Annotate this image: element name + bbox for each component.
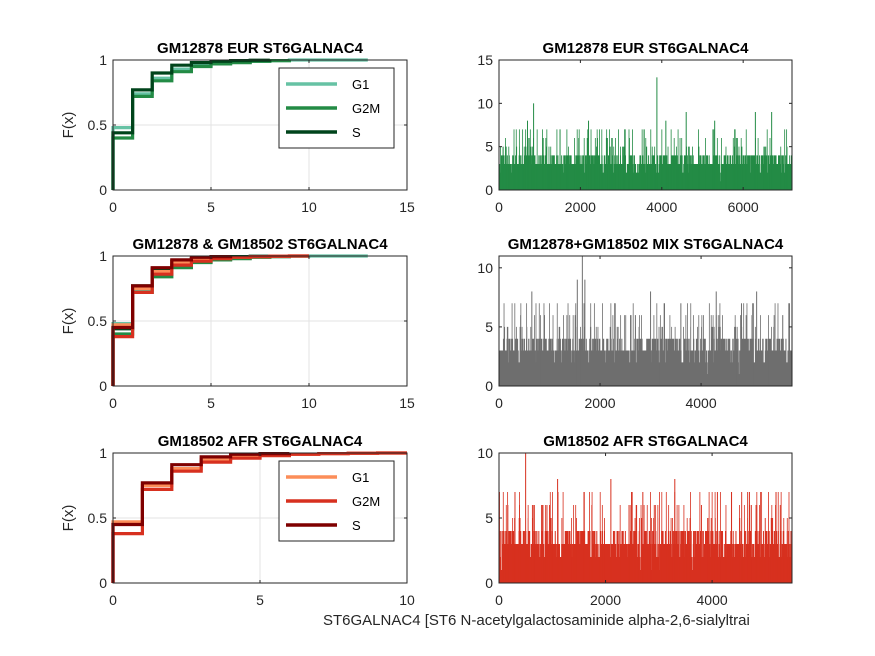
x-tick-label: 6000 — [728, 199, 759, 215]
legend: G1 G2M S — [278, 67, 395, 149]
y-tick-label: 1 — [99, 445, 107, 461]
y-axis-label: F(x) — [60, 308, 77, 335]
y-tick-label: 5 — [485, 319, 493, 335]
x-tick-label: 2000 — [584, 395, 615, 411]
legend-label-g2m: G2M — [352, 494, 380, 509]
y-tick-label: 0 — [485, 575, 493, 591]
ecdf-series-s — [111, 58, 272, 190]
y-tick-label: 1 — [99, 248, 107, 264]
legend-label-g2m: G2M — [352, 101, 380, 116]
x-tick-label: 5 — [207, 199, 215, 215]
legend-label-g1: G1 — [352, 77, 369, 92]
x-tick-label: 10 — [301, 395, 317, 411]
y-tick-label: 5 — [485, 510, 493, 526]
chart-4: 0 2000 4000 0 5 10 GM12878+GM18502 MIX ST6GALN… — [477, 236, 793, 411]
y-tick-label: 1 — [99, 52, 107, 68]
y-tick-label: 0.5 — [88, 117, 108, 133]
y-tick-label: 15 — [477, 52, 493, 68]
x-tick-label: 0 — [495, 395, 503, 411]
axes-box — [498, 255, 793, 387]
x-tick-label: 4000 — [685, 395, 716, 411]
y-tick-label: 0 — [99, 575, 107, 591]
x-tick-label: 10 — [399, 592, 415, 608]
y-axis-label: F(x) — [60, 505, 77, 532]
chart-title: GM12878+GM18502 MIX ST6GALNAC4 — [508, 236, 784, 253]
chart-2: 0 2000 4000 6000 0 5 10 15 GM12878 EUR ST6GALNAC… — [477, 40, 793, 215]
x-tick-label: 2000 — [590, 592, 621, 608]
y-tick-label: 0.5 — [88, 313, 108, 329]
chart-title: GM12878 EUR ST6GALNAC4 — [157, 40, 364, 57]
y-tick-label: 0 — [99, 378, 107, 394]
y-tick-label: 0 — [485, 182, 493, 198]
chart-title: GM18502 AFR ST6GALNAC4 — [158, 433, 363, 450]
legend-label-g1: G1 — [352, 470, 369, 485]
x-tick-label: 5 — [207, 395, 215, 411]
y-tick-label: 0 — [485, 378, 493, 394]
y-tick-label: 10 — [477, 445, 493, 461]
legend: G1 G2M S — [278, 460, 395, 542]
axes-box — [498, 59, 793, 191]
chart-title: GM18502 AFR ST6GALNAC4 — [543, 433, 748, 450]
y-tick-label: 0.5 — [88, 510, 108, 526]
x-tick-label: 10 — [301, 199, 317, 215]
x-tick-label: 15 — [399, 395, 415, 411]
x-tick-label: 0 — [495, 199, 503, 215]
x-tick-label: 4000 — [697, 592, 728, 608]
legend-label-s: S — [352, 518, 361, 533]
y-tick-label: 5 — [485, 139, 493, 155]
x-tick-label: 2000 — [565, 199, 596, 215]
x-tick-label: 4000 — [646, 199, 677, 215]
bar-spikes — [498, 129, 788, 190]
x-tick-label: 5 — [256, 592, 264, 608]
x-tick-label: 0 — [495, 592, 503, 608]
chart-3: 0 5 10 15 0 0.5 1 GM12878 & GM18502 ST6GALNAC4 F… — [60, 236, 415, 411]
chart-title: GM12878 EUR ST6GALNAC4 — [543, 40, 750, 57]
footer-xlabel: ST6GALNAC4 [ST6 N-acetylgalactosaminide … — [323, 612, 750, 629]
x-tick-label: 0 — [109, 199, 117, 215]
x-tick-label: 15 — [399, 199, 415, 215]
chart-6: 0 2000 4000 0 5 10 GM18502 AFR ST6GALNAC4 — [477, 433, 793, 608]
y-axis-label: F(x) — [60, 112, 77, 139]
x-tick-label: 0 — [109, 592, 117, 608]
legend-label-s: S — [352, 125, 361, 140]
chart-5: 0 5 10 0 0.5 1 GM18502 AFR ST6GALNAC4 F(x) G1 G2M… — [60, 433, 415, 608]
y-tick-label: 0 — [99, 182, 107, 198]
y-tick-label: 10 — [477, 260, 493, 276]
x-tick-label: 0 — [109, 395, 117, 411]
chart-title: GM12878 & GM18502 ST6GALNAC4 — [132, 236, 388, 253]
y-tick-label: 10 — [477, 95, 493, 111]
